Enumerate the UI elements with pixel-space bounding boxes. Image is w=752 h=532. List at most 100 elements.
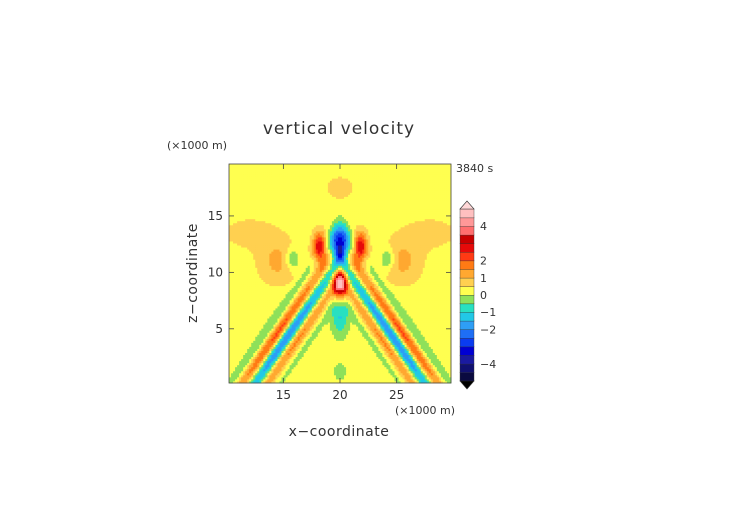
- field-cell: [424, 291, 428, 295]
- field-cell: [342, 295, 345, 299]
- field-cell: [414, 336, 418, 339]
- field-cell: [394, 330, 397, 333]
- field-cell: [269, 374, 272, 378]
- field-cell: [259, 326, 262, 329]
- field-cell: [416, 303, 420, 307]
- field-cell: [380, 312, 383, 315]
- field-cell: [410, 334, 414, 337]
- field-cell: [245, 380, 248, 384]
- field-cell: [229, 320, 232, 323]
- field-cell: [380, 344, 383, 347]
- field-cell: [340, 362, 343, 366]
- field-cell: [327, 328, 331, 331]
- field-cell: [430, 312, 434, 315]
- field-cell: [352, 354, 355, 358]
- field-cell: [241, 291, 244, 295]
- field-cell: [346, 374, 349, 378]
- field-cell: [329, 330, 333, 333]
- field-cell: [390, 352, 393, 356]
- field-cell: [279, 344, 282, 347]
- field-cell: [438, 307, 442, 311]
- field-cell: [380, 299, 383, 303]
- field-cell: [335, 366, 339, 370]
- field-cell: [366, 342, 369, 345]
- field-cell: [422, 330, 426, 333]
- field-cell: [390, 320, 393, 323]
- field-cell: [368, 320, 371, 323]
- field-cell: [303, 380, 307, 384]
- field-cell: [255, 303, 258, 307]
- field-cell: [424, 303, 428, 307]
- field-cell: [327, 358, 331, 362]
- field-cell: [311, 364, 315, 368]
- field-cell: [237, 346, 240, 349]
- field-cell: [311, 352, 315, 356]
- field-cell: [408, 348, 412, 351]
- field-cell: [400, 336, 403, 339]
- field-cell: [448, 376, 452, 380]
- field-cell: [372, 352, 375, 356]
- field-cell: [263, 368, 266, 372]
- field-cell: [416, 301, 420, 305]
- field-cell: [434, 326, 438, 329]
- field-cell: [235, 330, 238, 333]
- field-cell: [235, 358, 238, 362]
- field-cell: [271, 364, 274, 368]
- field-cell: [348, 344, 351, 347]
- field-cell: [333, 356, 337, 360]
- field-cell: [285, 338, 288, 341]
- field-cell: [301, 324, 305, 327]
- field-cell: [374, 346, 377, 349]
- field-cell: [412, 310, 416, 313]
- field-cell: [446, 328, 450, 331]
- field-cell: [327, 378, 331, 382]
- field-cell: [237, 344, 240, 347]
- field-cell: [418, 368, 422, 372]
- field-cell: [305, 324, 309, 327]
- field-cell: [376, 360, 379, 364]
- field-cell: [448, 344, 452, 347]
- field-cell: [245, 316, 248, 319]
- field-cell: [404, 336, 407, 339]
- field-cell: [404, 314, 407, 317]
- field-cell: [305, 318, 309, 321]
- field-cell: [378, 305, 381, 309]
- field-cell: [247, 362, 250, 366]
- field-cell: [265, 310, 268, 313]
- field-cell: [283, 324, 286, 327]
- field-cell: [352, 338, 355, 341]
- field-cell: [352, 324, 355, 327]
- field-cell: [253, 342, 256, 345]
- field-cell: [247, 320, 250, 323]
- field-cell: [331, 378, 335, 382]
- field-cell: [372, 328, 375, 331]
- field-cell: [410, 358, 414, 362]
- field-cell: [434, 324, 438, 327]
- field-cell: [333, 348, 337, 351]
- field-cell: [422, 316, 426, 319]
- field-cell: [434, 352, 438, 356]
- field-cell: [289, 338, 292, 341]
- field-cell: [402, 332, 405, 335]
- field-cell: [388, 324, 391, 327]
- field-cell: [301, 368, 305, 372]
- field-cell: [303, 368, 307, 372]
- field-cell: [295, 354, 299, 358]
- field-cell: [293, 348, 296, 351]
- field-cell: [287, 338, 290, 341]
- field-cell: [283, 295, 286, 299]
- field-cell: [269, 354, 272, 358]
- field-cell: [400, 307, 403, 311]
- field-cell: [307, 293, 311, 297]
- field-cell: [283, 332, 286, 335]
- field-cell: [420, 338, 424, 341]
- field-cell: [257, 346, 260, 349]
- field-cell: [267, 312, 270, 315]
- field-cell: [344, 368, 347, 372]
- field-cell: [267, 293, 270, 297]
- field-cell: [229, 301, 232, 305]
- field-cell: [249, 324, 252, 327]
- field-cell: [241, 316, 244, 319]
- field-cell: [323, 301, 327, 305]
- field-cell: [366, 336, 369, 339]
